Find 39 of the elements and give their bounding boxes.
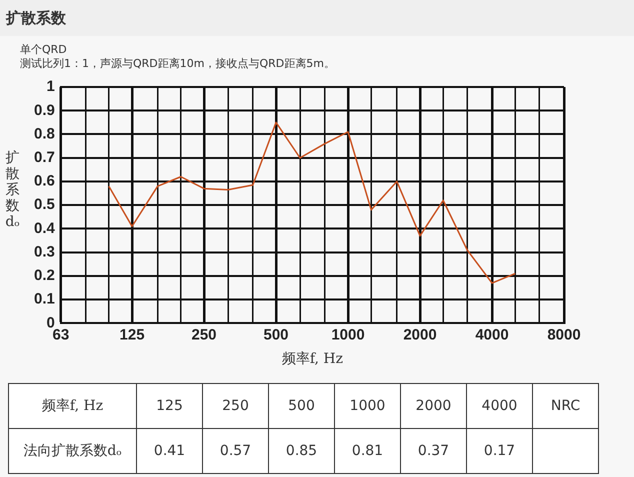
y-tick-label: 0.7 bbox=[34, 149, 55, 166]
y-tick-label: 0.9 bbox=[34, 102, 55, 119]
x-tick-label: 500 bbox=[264, 326, 289, 344]
data-label: 0.57 bbox=[202, 428, 268, 474]
y-axis-title: 扩散系数dₒ bbox=[5, 150, 20, 230]
x-tick-label: 63 bbox=[52, 326, 70, 344]
y-tick-label: 0.6 bbox=[34, 172, 55, 190]
category-label: 500 bbox=[268, 384, 334, 428]
x-tick-label: 2000 bbox=[403, 326, 437, 344]
chart-subtitle: 单个QRD bbox=[20, 43, 68, 57]
y-tick-label: 0.3 bbox=[34, 243, 55, 260]
y-tick-label: 0.4 bbox=[34, 220, 56, 237]
data-label: 0.17 bbox=[466, 428, 532, 474]
category-label: 4000 bbox=[466, 384, 532, 428]
data-label: 0.81 bbox=[334, 428, 400, 474]
x-tick-label: 1000 bbox=[331, 326, 365, 344]
data-label: 0.41 bbox=[136, 428, 202, 474]
data-label: 0.37 bbox=[400, 428, 466, 474]
x-tick-label: 4000 bbox=[475, 326, 509, 344]
text: 法向扩散系数dₒ bbox=[8, 428, 136, 474]
y-tick-label: 0.8 bbox=[34, 125, 55, 142]
x-axis-title: 频率f, Hz bbox=[282, 351, 344, 368]
data-label: 0.85 bbox=[268, 428, 334, 474]
x-tick-label: 8000 bbox=[547, 326, 581, 344]
text: 频率f, Hz bbox=[8, 384, 136, 428]
category-label: 125 bbox=[136, 384, 202, 428]
category-label: NRC bbox=[532, 384, 598, 428]
category-label: 1000 bbox=[334, 384, 400, 428]
text: 测试比列1：1，声源与QRD距离10m，接收点与QRD距离5m。 bbox=[20, 57, 335, 71]
x-tick-label: 125 bbox=[120, 326, 145, 344]
y-tick-label: 0.2 bbox=[34, 267, 55, 284]
y-tick-label: 0.5 bbox=[34, 196, 55, 214]
y-tick-label: 0.1 bbox=[34, 290, 55, 308]
chart-title: 扩散系数 bbox=[0, 0, 634, 36]
y-tick-label: 0 bbox=[46, 314, 55, 332]
category-label: 250 bbox=[202, 384, 268, 428]
category-label: 2000 bbox=[400, 384, 466, 428]
x-tick-label: 250 bbox=[192, 326, 217, 344]
y-tick-label: 1 bbox=[46, 78, 55, 96]
